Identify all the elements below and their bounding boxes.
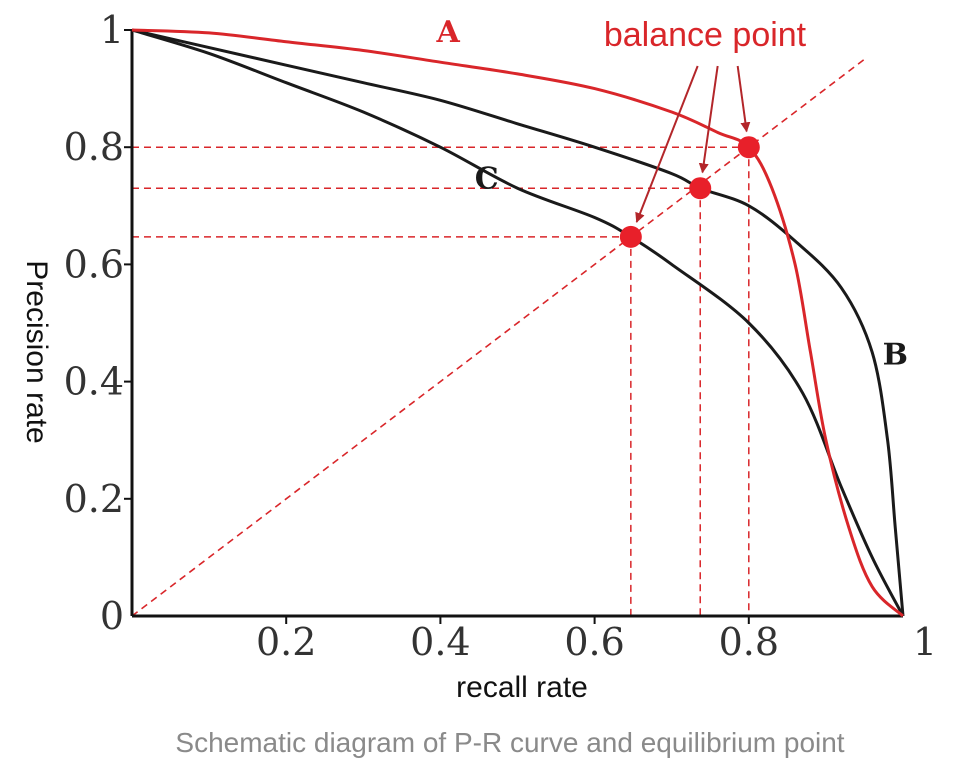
x-tick-label-3: 0.8 (719, 620, 779, 664)
y-tick-label-1: 0.2 (64, 477, 124, 521)
y-tick-label-4: 0.8 (64, 125, 124, 169)
balance-point-2 (737, 136, 760, 159)
x-tick-label-0: 0.2 (256, 620, 316, 664)
balance-point-1 (689, 177, 712, 200)
curve-B (131, 28, 905, 617)
arrow-2 (736, 65, 751, 133)
axes (130, 30, 903, 618)
annotation-label: balance point (604, 16, 807, 54)
x-tick-label-4: 1 (913, 620, 937, 664)
curve-label-A: A (435, 15, 460, 50)
y-tick-label-3: 0.6 (64, 242, 124, 286)
arrow-0 (635, 65, 699, 223)
curve-C (131, 28, 905, 617)
y-axis-label: Precision rate (20, 260, 53, 443)
chart-caption: Schematic diagram of P-R curve and equil… (175, 727, 844, 758)
diagonal-line (131, 58, 865, 617)
curve-A (131, 28, 905, 618)
y-ticks: 0 0.2 0.4 0.6 0.8 1 (64, 8, 132, 638)
curve-label-B: B (883, 337, 908, 372)
y-tick-label-5: 1 (100, 8, 124, 52)
curve-labels: A B C (435, 15, 908, 372)
annotation-arrows (635, 65, 751, 223)
arrow-1 (698, 65, 719, 174)
x-tick-label-2: 0.6 (564, 620, 624, 664)
y-tick-label-0: 0 (100, 594, 124, 638)
diagonal-dashed-line (131, 58, 865, 617)
x-axis-label: recall rate (456, 671, 588, 704)
curves (131, 28, 905, 618)
curve-label-C: C (475, 162, 499, 197)
y-tick-label-2: 0.4 (64, 360, 124, 404)
x-tick-label-1: 0.4 (410, 620, 470, 664)
balance-points (619, 136, 760, 248)
balance-point-0 (619, 225, 642, 248)
balance-guide-lines (132, 146, 750, 616)
x-ticks: 0.2 0.4 0.6 0.8 1 (256, 616, 937, 664)
